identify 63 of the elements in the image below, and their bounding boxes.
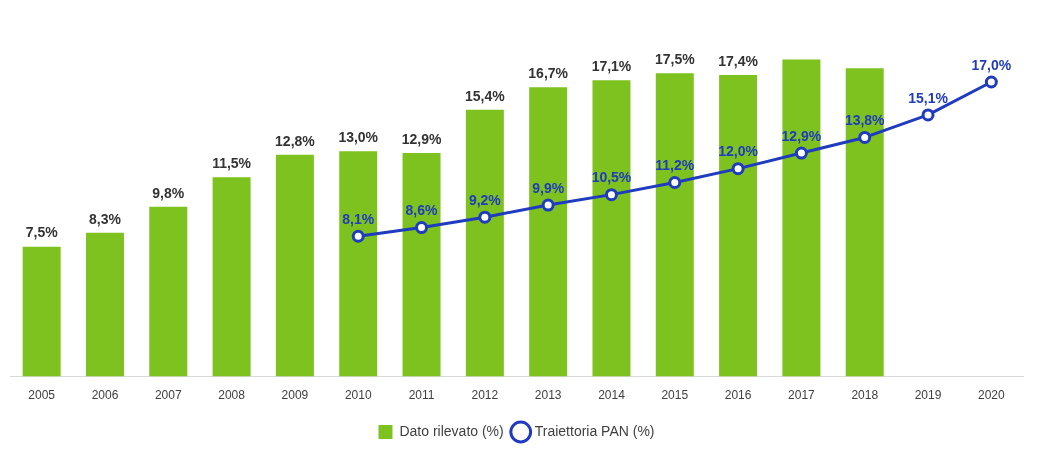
x-tick-label: 2018 <box>851 388 879 403</box>
x-tick-label: 2012 <box>471 388 499 403</box>
x-tick-label: 2011 <box>408 388 435 403</box>
point <box>858 130 872 144</box>
x-tick-label: 2005 <box>28 388 56 403</box>
point <box>604 188 618 202</box>
data-label: 15,1% <box>908 89 949 106</box>
data-label: 9,9% <box>532 179 565 196</box>
data-label: 9,2% <box>468 192 502 209</box>
data-label: 13,8% <box>844 112 886 129</box>
data-label: 16,7% <box>528 65 569 82</box>
data-label: 13,0% <box>338 129 379 146</box>
point <box>731 162 745 176</box>
data-label: 9,8% <box>152 184 185 201</box>
data-label: 12,9% <box>401 130 442 147</box>
bar <box>212 177 251 377</box>
data-label: 17,5% <box>654 51 696 68</box>
bar <box>719 75 758 377</box>
x-tick-label: 2014 <box>598 388 626 403</box>
data-label: 11,5% <box>212 155 252 172</box>
bar <box>845 68 884 377</box>
x-tick-label: 2016 <box>724 388 752 403</box>
bar <box>149 206 188 377</box>
data-label: 7,5% <box>25 224 59 241</box>
point <box>921 108 935 122</box>
point <box>668 176 682 189</box>
data-label: 8,6% <box>405 202 439 219</box>
bar <box>275 154 314 377</box>
x-tick-label: 2019 <box>914 388 942 403</box>
data-label: 17,1% <box>591 58 632 75</box>
point <box>541 198 555 212</box>
point <box>415 221 429 235</box>
x-tick-label: 2010 <box>344 388 372 403</box>
bar <box>402 153 441 377</box>
x-tick-label: 2017 <box>788 388 816 403</box>
bar <box>655 73 694 377</box>
x-tick-label: 2008 <box>218 388 246 403</box>
point <box>478 210 492 224</box>
bar <box>529 87 568 377</box>
legend-label: Traiettoria PAN (%) <box>534 422 655 439</box>
point <box>984 75 998 89</box>
bar <box>592 80 631 377</box>
bar <box>85 232 124 377</box>
bar <box>465 109 504 377</box>
bar <box>782 59 821 377</box>
data-label: 8,1% <box>342 211 375 228</box>
data-label: 17,4% <box>718 52 759 69</box>
x-tick-label: 2006 <box>91 388 119 403</box>
bar <box>22 246 61 377</box>
data-label: 17,0% <box>971 56 1012 73</box>
x-tick-label: 2015 <box>661 388 689 403</box>
bar <box>339 151 378 377</box>
x-tick-label: 2020 <box>977 388 1006 403</box>
point <box>794 146 808 160</box>
x-tick-label: 2009 <box>281 388 309 403</box>
legend-label: Dato rilevato (%) <box>399 422 504 439</box>
data-label: 12,8% <box>275 132 316 149</box>
point <box>351 229 365 243</box>
x-tick-label: 2007 <box>154 388 182 403</box>
data-label: 15,4% <box>464 87 506 104</box>
x-tick-label: 2013 <box>534 388 562 403</box>
data-label: 11,2% <box>655 157 695 174</box>
data-label: 8,3% <box>89 210 122 227</box>
